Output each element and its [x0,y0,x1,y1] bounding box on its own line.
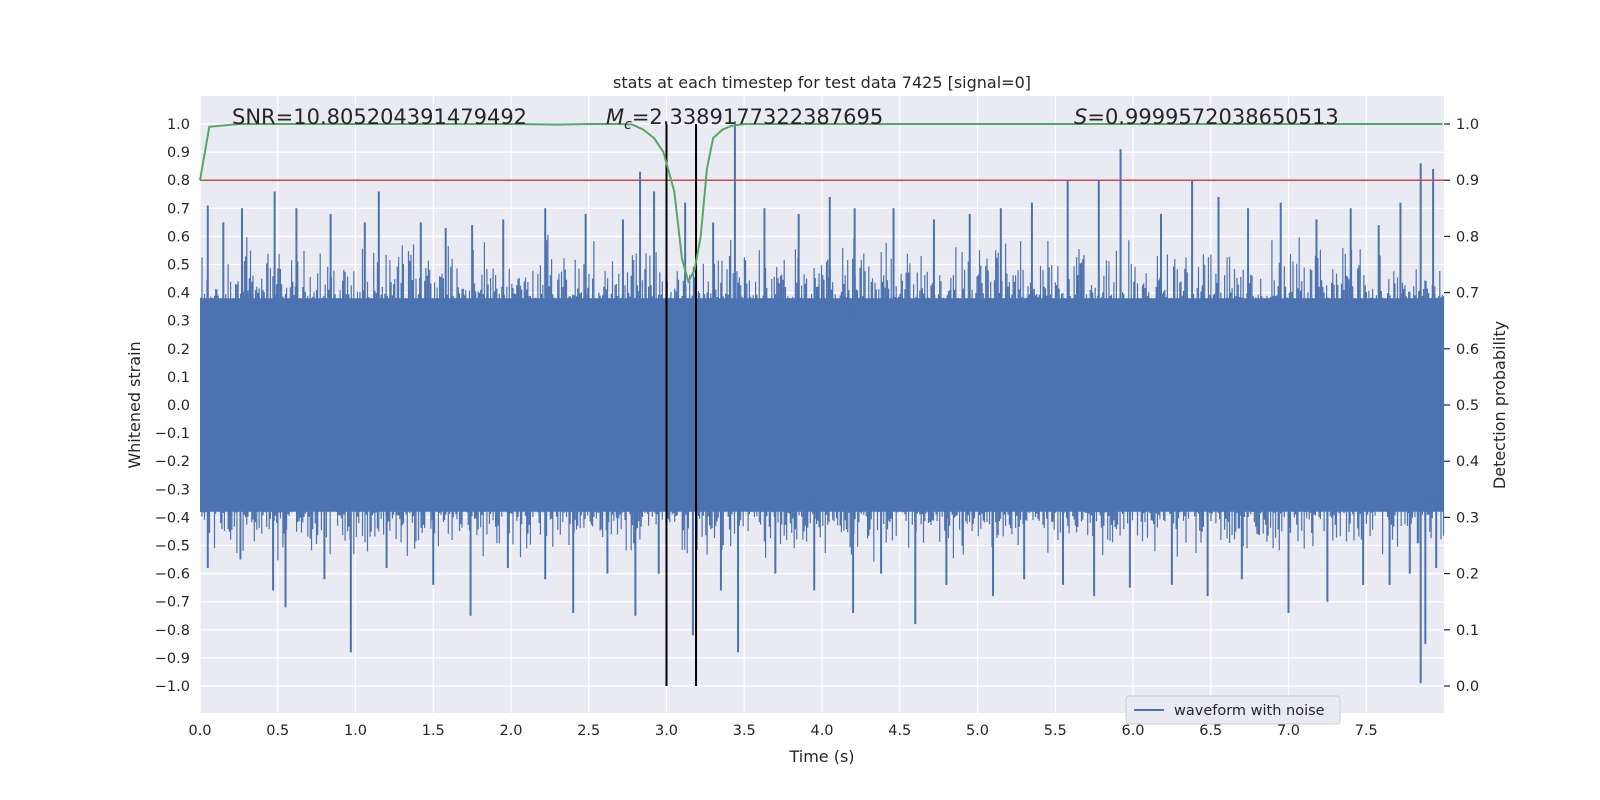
x-axis-label: Time (s) [788,747,854,766]
y-tick-label: 0.9 [167,145,190,161]
y-tick-label: −0.3 [155,482,190,498]
x-tick-label: 6.5 [1199,723,1222,739]
chirp-mass-subscript: c [624,117,632,133]
score-symbol: S [1074,105,1087,129]
legend-label: waveform with noise [1174,703,1325,719]
chirp-mass-annotation: Mc=2.3389177322387695 [606,105,883,133]
legend: waveform with noise [1125,695,1341,725]
y-tick-label: 0.7 [167,201,190,217]
x-tick-label: 2.5 [577,723,600,739]
y-axis-label: Whitened strain [125,341,144,468]
y-tick-label: −0.1 [155,426,190,442]
y-tick-label: 0.3 [167,314,190,330]
x-tick-label: 6.0 [1121,723,1144,739]
y-tick-label: 0.1 [167,370,190,386]
y2-tick-label: 0.2 [1456,567,1479,583]
y-tick-label: 0.4 [167,286,190,302]
y2-tick-label: 0.6 [1456,342,1479,358]
chirp-mass-value: =2.3389177322387695 [632,105,883,129]
y-axis-left: 1.0 0.9 0.8 0.7 0.6 0.5 0.4 0.3 0.2 0.1 0.0 −0.1 −0.… [155,117,190,695]
x-tick-label: 0.5 [266,723,289,739]
y-tick-label: −0.7 [155,595,190,611]
y-tick-label: 0.2 [167,342,190,358]
waveform-noise [200,234,1445,562]
y-tick-label: −0.4 [155,510,190,526]
y2-tick-label: 0.4 [1456,454,1479,470]
legend-box [1125,695,1341,725]
chirp-mass-symbol: M [606,105,624,129]
x-tick-label: 5.5 [1044,723,1067,739]
y-tick-label: −0.2 [155,454,190,470]
y-tick-label: −1.0 [155,679,190,695]
y2-tick-label: 0.8 [1456,229,1479,245]
y-axis-right: 1.0 0.9 0.8 0.7 0.6 0.5 0.4 0.3 0.2 0.1 0.0 [1444,117,1479,695]
y2-tick-label: 0.9 [1456,173,1479,189]
score-annotation: S=0.9999572038650513 [1074,105,1339,129]
x-tick-label: 1.0 [344,723,367,739]
y2-axis-label: Detection probability [1490,321,1509,489]
x-tick-label: 3.0 [655,723,678,739]
chart-title: stats at each timestep for test data 742… [613,73,1031,92]
x-tick-label: 5.0 [966,723,989,739]
probability-line [199,123,1443,285]
y2-tick-label: 0.5 [1456,398,1479,414]
x-tick-label: 4.5 [888,723,911,739]
y2-tick-label: 0.0 [1456,679,1479,695]
x-tick-label: 7.5 [1355,723,1378,739]
y-tick-label: 0.6 [167,229,190,245]
x-tick-label: 4.0 [810,723,833,739]
y2-tick-label: 0.7 [1456,286,1479,302]
waveform-series [200,121,1445,684]
y-tick-label: 0.5 [167,258,190,274]
y-tick-label: −0.6 [155,567,190,583]
y-tick-label: −0.8 [155,623,190,639]
y2-tick-label: 0.3 [1456,510,1479,526]
y-tick-label: −0.5 [155,539,190,555]
y2-tick-label: 1.0 [1456,117,1479,133]
x-axis: 0.0 0.5 1.0 1.5 2.0 2.5 3.0 3.5 4.0 4.5 5.0 5.5 6.0 6… [188,723,1377,739]
y-tick-label: 0.0 [167,398,190,414]
score-value: =0.9999572038650513 [1087,105,1338,129]
y-tick-label: 1.0 [167,117,190,133]
x-tick-label: 1.5 [422,723,445,739]
y2-tick-label: 0.1 [1456,623,1479,639]
snr-annotation: SNR=10.805204391479492 [232,105,527,129]
y-tick-label: 0.8 [167,173,190,189]
x-tick-label: 3.5 [733,723,756,739]
x-tick-label: 2.0 [499,723,522,739]
x-tick-label: 0.0 [188,723,211,739]
x-tick-label: 7.0 [1277,723,1300,739]
y-tick-label: −0.9 [155,651,190,667]
